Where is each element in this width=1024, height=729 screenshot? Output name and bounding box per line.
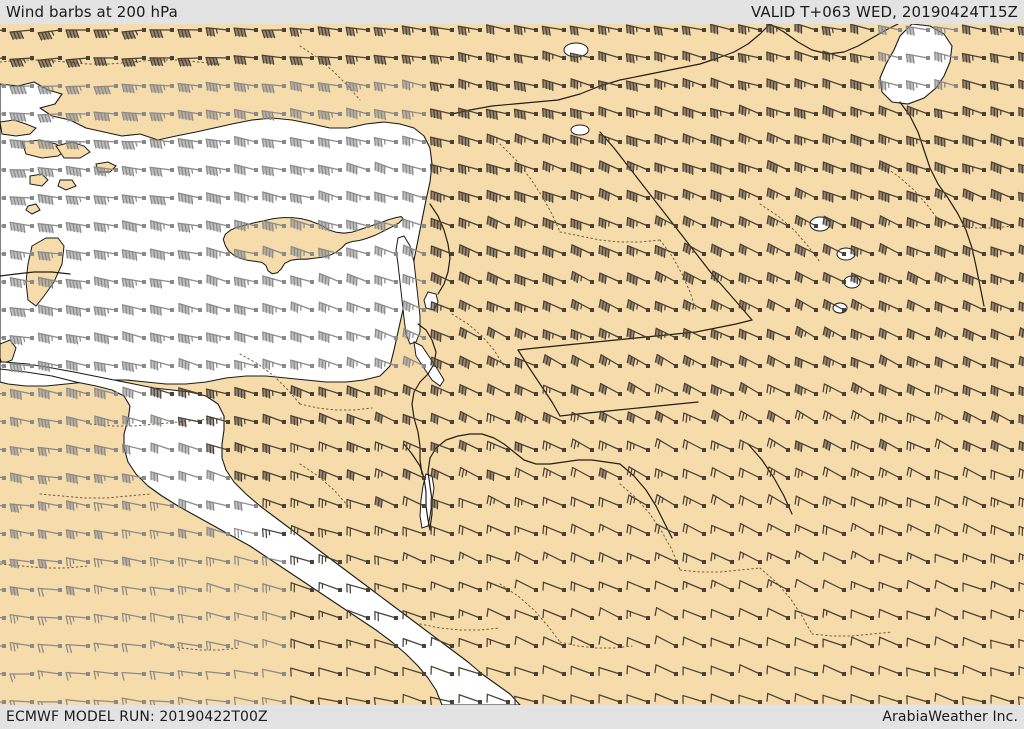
page-title: Wind barbs at 200 hPa — [6, 3, 178, 21]
map-canvas[interactable] — [0, 24, 1024, 705]
model-run-label: ECMWF MODEL RUN: 20190422T00Z — [6, 709, 268, 725]
map-geography-layer — [0, 24, 1024, 705]
header-bar: Wind barbs at 200 hPa VALID T+063 WED, 2… — [0, 0, 1024, 24]
provider-label: ArabiaWeather Inc. — [882, 709, 1018, 725]
footer-bar: ECMWF MODEL RUN: 20190422T00Z ArabiaWeat… — [0, 705, 1024, 729]
valid-time-label: VALID T+063 WED, 20190424T15Z — [751, 3, 1018, 21]
